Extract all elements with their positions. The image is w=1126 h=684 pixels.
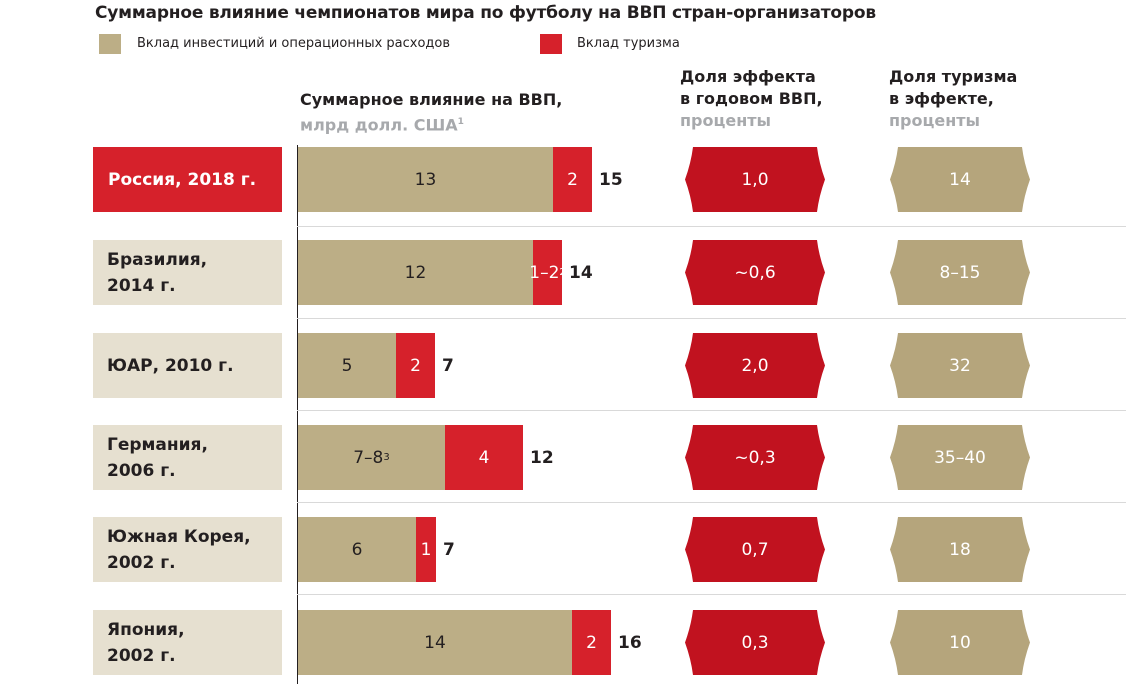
- bar-segment-tourism: 1–2 2: [529, 240, 566, 305]
- tourism-share-badge-shape: [890, 240, 1030, 305]
- legend-swatch-investment: [99, 34, 121, 54]
- gdp-footnote: 1: [457, 117, 464, 127]
- tourism-column-title-line1: Доля туризма: [889, 67, 1018, 86]
- bar-segment-tourism: 2: [396, 333, 435, 398]
- share-of-gdp-badge-shape: [685, 610, 825, 675]
- share-column-title-line1: Доля эффекта: [680, 67, 816, 86]
- tourism-share-badge-shape: [890, 425, 1030, 490]
- share-of-gdp-badge-shape: [685, 147, 825, 212]
- gdp-column-subtitle: млрд долл. США1: [300, 115, 464, 135]
- chart-title: Суммарное влияние чемпионатов мира по фу…: [95, 3, 876, 23]
- share-of-gdp-badge-value: 1,0: [741, 169, 769, 190]
- bar-axis-line: [297, 145, 298, 684]
- bar-segment-investment: 12: [298, 240, 533, 305]
- country-label: ЮАР, 2010 г.: [93, 333, 282, 398]
- gdp-column-header: Суммарное влияние на ВВП, млрд долл. США…: [300, 89, 562, 136]
- legend-label-tourism: Вклад туризма: [577, 36, 680, 51]
- bar-total-label: 14: [569, 262, 593, 283]
- tourism-column-subtitle: проценты: [889, 111, 981, 130]
- row-separator: [297, 594, 1126, 595]
- country-label: Бразилия, 2014 г.: [93, 240, 282, 305]
- legend-swatch-tourism: [540, 34, 562, 54]
- share-of-gdp-badge-shape: [685, 240, 825, 305]
- row-separator: [297, 410, 1126, 411]
- tourism-share-badge-shape: [890, 333, 1030, 398]
- share-column-title-line2: в годовом ВВП,: [680, 89, 823, 108]
- tourism-share-badge: 8–15: [890, 240, 1030, 305]
- bar-segment-tourism: 1: [416, 517, 436, 582]
- bar-total-label: 7: [442, 355, 454, 376]
- share-of-gdp-badge-value: 0,7: [741, 539, 769, 560]
- country-label: Германия, 2006 г.: [93, 425, 282, 490]
- share-of-gdp-badge-shape: [685, 517, 825, 582]
- tourism-share-badge-shape: [890, 610, 1030, 675]
- tourism-share-badge-value: 18: [949, 539, 971, 560]
- country-label-host: Россия, 2018 г.: [93, 147, 282, 212]
- tourism-share-badge: 18: [890, 517, 1030, 582]
- tourism-column-title-line2: в эффекте,: [889, 89, 994, 108]
- tourism-share-badge-value: 14: [949, 169, 971, 190]
- share-of-gdp-badge-value: 2,0: [741, 355, 769, 376]
- share-of-gdp-badge: 0,7: [685, 517, 825, 582]
- bar-segment-tourism: 2: [553, 147, 592, 212]
- row-separator: [297, 226, 1126, 227]
- country-label: Южная Корея, 2002 г.: [93, 517, 282, 582]
- share-of-gdp-badge: 0,3: [685, 610, 825, 675]
- tourism-share-badge-value: 35–40: [934, 447, 986, 468]
- share-column-subtitle: проценты: [680, 111, 772, 130]
- tourism-share-badge: 14: [890, 147, 1030, 212]
- gdp-column-title: Суммарное влияние на ВВП,: [300, 90, 563, 109]
- tourism-column-header: Доля туризма в эффекте, проценты: [889, 66, 1017, 132]
- bar-segment-investment: 14: [298, 610, 572, 675]
- tourism-share-badge-shape: [890, 517, 1030, 582]
- bar-total-label: 16: [618, 632, 642, 653]
- tourism-share-badge: 32: [890, 333, 1030, 398]
- share-of-gdp-badge: ~0,3: [685, 425, 825, 490]
- legend-label-investment: Вклад инвестиций и операционных расходов: [137, 36, 451, 51]
- share-of-gdp-badge-value: ~0,6: [734, 262, 776, 283]
- tourism-share-badge-value: 10: [949, 632, 971, 653]
- bar-segment-tourism: 4: [445, 425, 523, 490]
- tourism-share-badge-value: 8–15: [939, 262, 981, 283]
- bar-total-label: 15: [599, 169, 623, 190]
- tourism-share-badge: 35–40: [890, 425, 1030, 490]
- tourism-share-badge-value: 32: [949, 355, 971, 376]
- tourism-share-badge: 10: [890, 610, 1030, 675]
- share-of-gdp-badge: ~0,6: [685, 240, 825, 305]
- share-of-gdp-badge-value: ~0,3: [734, 447, 776, 468]
- share-of-gdp-badge-value: 0,3: [741, 632, 769, 653]
- bar-segment-tourism: 2: [572, 610, 611, 675]
- bar-segment-investment: 6: [298, 517, 416, 582]
- tourism-share-badge-shape: [890, 147, 1030, 212]
- bar-segment-investment: 5: [298, 333, 396, 398]
- row-separator: [297, 502, 1126, 503]
- share-of-gdp-badge-shape: [685, 333, 825, 398]
- bar-total-label: 12: [530, 447, 554, 468]
- share-column-header: Доля эффекта в годовом ВВП, проценты: [680, 66, 823, 132]
- share-of-gdp-badge: 1,0: [685, 147, 825, 212]
- bar-segment-investment: 7–8 3: [298, 425, 445, 490]
- row-separator: [297, 318, 1126, 319]
- bar-total-label: 7: [443, 539, 455, 560]
- bar-segment-investment: 13: [298, 147, 553, 212]
- country-label: Япония, 2002 г.: [93, 610, 282, 675]
- share-of-gdp-badge-shape: [685, 425, 825, 490]
- share-of-gdp-badge: 2,0: [685, 333, 825, 398]
